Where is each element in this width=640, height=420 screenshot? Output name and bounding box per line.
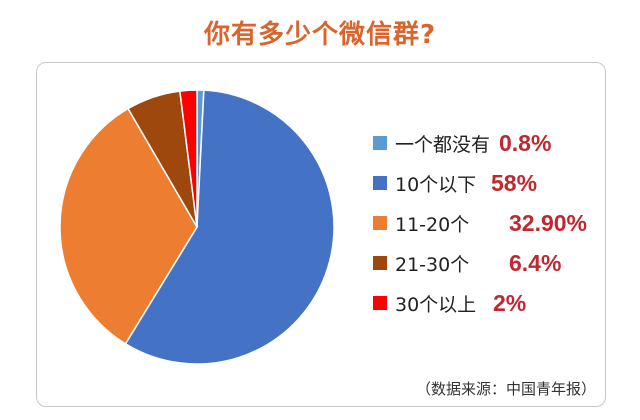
pie-slice bbox=[59, 107, 198, 345]
legend-value: 6.4% bbox=[509, 249, 562, 276]
legend-swatch bbox=[373, 176, 387, 190]
legend-value: 2% bbox=[493, 289, 527, 316]
legend-value: 0.8% bbox=[499, 129, 552, 156]
legend-swatch bbox=[373, 216, 387, 230]
chart-legend: 一个都没有 0.8% 10个以下 58% 11-20个 32.90% 21-30… bbox=[373, 123, 623, 323]
chart-title: 你有多少个微信群? bbox=[203, 20, 437, 50]
legend-item: 21-30个 6.4% bbox=[373, 243, 623, 283]
legend-item: 10个以下 58% bbox=[373, 163, 623, 203]
pie-slice bbox=[124, 89, 335, 365]
legend-swatch bbox=[373, 296, 387, 310]
data-source-note: （数据来源：中国青年报） bbox=[415, 380, 596, 398]
legend-label: 10个以下 bbox=[395, 173, 477, 196]
legend-item: 一个都没有 0.8% bbox=[373, 123, 623, 163]
legend-label: 21-30个 bbox=[395, 253, 470, 276]
legend-swatch bbox=[373, 136, 387, 150]
pie-slice bbox=[179, 89, 198, 228]
legend-item: 30个以上 2% bbox=[373, 283, 623, 323]
legend-swatch bbox=[373, 256, 387, 270]
legend-label: 11-20个 bbox=[395, 213, 470, 236]
legend-value: 58% bbox=[491, 169, 538, 196]
legend-label: 一个都没有 bbox=[395, 133, 491, 156]
legend-item: 11-20个 32.90% bbox=[373, 203, 623, 243]
legend-value: 32.90% bbox=[509, 209, 588, 236]
legend-label: 30个以上 bbox=[395, 293, 477, 316]
